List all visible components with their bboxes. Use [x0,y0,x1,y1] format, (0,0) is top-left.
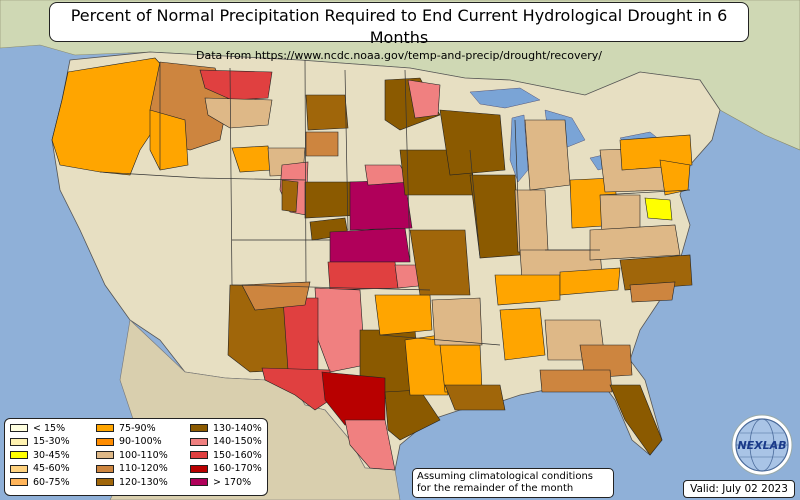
legend-item: 60-75% [10,476,70,488]
legend-swatch [96,451,114,459]
region-michigan-tan [524,119,571,191]
region-montana-north-red [199,69,273,101]
note-line-1: Assuming climatological conditions [417,471,593,482]
region-nebraska-east-magenta [349,179,413,231]
region-florida-panhandle [539,369,613,393]
legend-column-1: < 15% 15-30% 30-45% 45-60% 60-75% [10,422,70,490]
legend-label: 140-150% [213,436,262,447]
legend-label: < 15% [33,422,66,434]
region-south-dakota-west [305,131,339,157]
map-subtitle: Data from https://www.ncdc.noaa.gov/temp… [196,49,602,62]
title-box: Percent of Normal Precipitation Required… [49,2,749,62]
nexlab-globe-logo: NEXLAB [731,414,793,476]
legend-label: 60-75% [33,476,70,488]
assumption-note: Assuming climatological conditions for t… [412,468,614,498]
legend-label: 110-120% [119,463,168,474]
legend-item: 45-60% [10,463,70,475]
legend-item: 150-160% [190,449,262,461]
legend-item: 100-110% [96,449,168,461]
region-tennessee-east [559,267,621,296]
region-florida-peninsula [609,384,663,456]
region-virginia-tan [589,224,681,261]
legend-swatch [10,424,28,432]
region-texas-west-red [261,367,331,411]
logo-text: NEXLAB [737,439,786,452]
legend-item: 160-170% [190,463,262,475]
region-minnesota-pink [407,79,441,119]
legend-swatch [10,478,28,486]
region-montana-central [204,97,273,129]
region-four-corners [241,281,311,311]
map-title: Percent of Normal Precipitation Required… [70,6,728,47]
legend-label: 15-30% [33,436,70,447]
legend-label: 90-100% [119,436,162,447]
legend-item: 110-120% [96,463,168,475]
legend-label: 45-60% [33,463,70,474]
region-idaho-orange [149,109,189,171]
legend-swatch [96,437,114,446]
region-kansas-east-magenta [329,227,411,263]
legend-item: 75-90% [96,422,168,434]
legend-item: 140-150% [190,436,262,448]
region-oklahoma-red [327,261,399,291]
legend-item: 15-30% [10,436,70,448]
legend-swatch [96,424,114,432]
legend-column-2: 75-90% 90-100% 100-110% 110-120% 120-130% [96,422,168,490]
region-north-carolina [619,254,693,291]
legend-label: 160-170% [213,463,262,474]
region-texas-east-orange [404,334,449,396]
legend: < 15% 15-30% 30-45% 45-60% 60-75% 75-90% 90-1… [4,418,268,496]
note-line-2: for the remainder of the month [417,483,574,494]
region-virginia-coast-orange [659,159,691,196]
legend-label: 150-160% [213,449,262,461]
legend-column-3: 130-140% 140-150% 150-160% 160-170% > 170% [190,422,262,490]
legend-item: 120-130% [96,476,168,488]
legend-item: < 15% [10,422,70,434]
region-louisiana-gulf [444,384,506,411]
legend-swatch [190,424,208,432]
region-arkansas-orange [374,294,433,336]
legend-swatch [190,451,208,459]
precipitation-regions [51,57,693,471]
legend-label: 120-130% [119,476,168,488]
region-mississippi-tan [431,297,483,346]
legend-item: 90-100% [96,436,168,448]
legend-label: 30-45% [33,449,70,461]
legend-swatch [96,464,114,473]
region-missouri-brown [409,229,471,296]
legend-swatch [190,437,208,446]
region-north-dakota-east [305,94,349,131]
legend-swatch [10,437,28,446]
legend-swatch [190,478,208,486]
legend-label: 130-140% [213,422,262,434]
region-front-range [281,179,299,213]
region-wisconsin-brown [439,109,506,176]
region-maryland-yellow [644,197,673,221]
region-alabama-orange [499,307,546,361]
legend-item: 30-45% [10,449,70,461]
region-indiana-tan [514,189,549,253]
region-tennessee-orange [494,274,561,306]
legend-label: 75-90% [119,422,156,434]
valid-date: Valid: July 02 2023 [683,480,795,498]
legend-item: 130-140% [190,422,262,434]
legend-swatch [10,464,28,473]
legend-swatch [190,464,208,473]
legend-label: > 170% [213,476,252,488]
legend-label: 100-110% [119,449,168,461]
region-new-york-orange [619,134,693,171]
state-borders [99,59,691,346]
legend-swatch [96,478,114,486]
legend-swatch [10,451,28,459]
legend-item: > 170% [190,476,262,488]
region-texas-south-pink [344,419,396,471]
region-carolina-coast [629,281,676,303]
